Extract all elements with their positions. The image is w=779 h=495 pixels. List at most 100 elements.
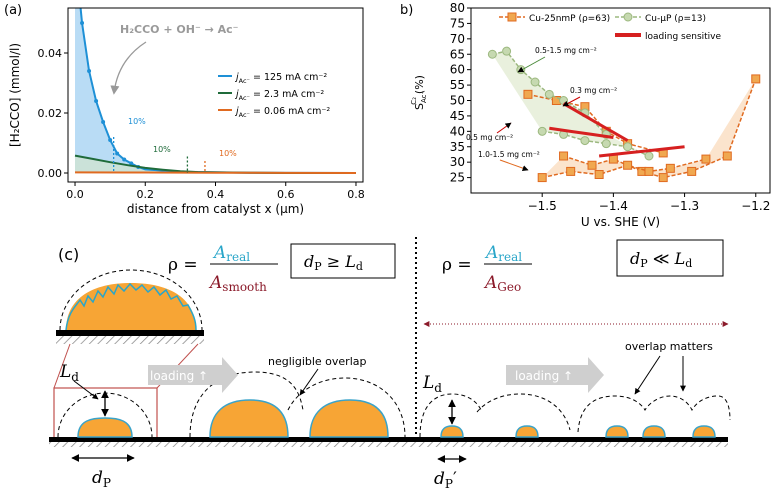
substrate-hatch: [49, 442, 728, 447]
ytick-label-b: 55: [450, 78, 465, 92]
dp-left: dP: [92, 468, 111, 490]
series-b-point: [559, 151, 569, 161]
series-b-point: [537, 126, 547, 136]
ytick-label-b: 45: [450, 109, 465, 123]
ytick-label-b: 35: [450, 140, 465, 154]
xtick-label-a: 0.4: [207, 188, 225, 201]
ytick-label-b: 25: [450, 171, 465, 185]
series-b-line-6: [549, 126, 614, 139]
series-a-fill-0: [75, 8, 356, 173]
series-b-line-2: [527, 93, 664, 154]
xtick-label-b: −1.5: [528, 199, 557, 213]
rho-geo-lhs: ρ =: [442, 255, 472, 275]
panel-a-legend: jAc⁻ = 125 mA cm⁻² jAc⁻ = 2.3 mA cm⁻² jAc⁻…: [218, 72, 330, 119]
rho-smooth-formula: ρ = Areal Asmooth: [168, 243, 278, 294]
loading-right-label: loading ↑: [515, 369, 573, 383]
xtick-label-b: −1.3: [670, 199, 699, 213]
overlap-matters: overlap matters: [625, 340, 713, 353]
legend-cump: Cu-μP (ρ=13): [645, 14, 706, 24]
rho-smooth-num: Areal: [212, 243, 250, 264]
series-b-point: [537, 173, 547, 183]
ld-left: Ld: [59, 362, 79, 384]
series-b-point: [544, 89, 554, 99]
ylabel-a: [H₂CCO] (mmol/l): [8, 43, 22, 147]
xtick-label-a: 0.2: [137, 188, 155, 201]
panel-b-label: b): [400, 3, 413, 18]
series-b-point: [701, 154, 711, 164]
loading-arrow-left: loading ↑: [148, 357, 238, 393]
cond-left: dP ≥ Ld: [304, 252, 363, 273]
series-b-point: [487, 49, 497, 59]
series-a-line-2: [75, 171, 356, 174]
ytick-label-b: 70: [450, 32, 465, 46]
rho-geo-formula: ρ = Areal AGeo: [442, 243, 532, 294]
panel-a-reaction: H₂CCO + OH⁻ → Ac⁻: [120, 23, 239, 36]
series-b-point: [623, 160, 633, 170]
pct-green: 10%: [153, 145, 171, 154]
series-a-point: [129, 161, 134, 166]
series-a-point: [87, 69, 92, 73]
loading-left-label: loading ↑: [150, 369, 208, 383]
legend-loading: loading sensitive: [645, 32, 721, 42]
ann-10-15: 1.0-1.5 mg cm⁻²: [478, 150, 540, 159]
legend-a-text: jAc⁻ = 0.06 mA cm⁻²: [234, 106, 330, 119]
series-b-line-5: [562, 102, 629, 142]
ytick-label-b: 30: [450, 155, 465, 169]
panel-b-legend: Cu-25nmP (ρ=63) Cu-μP (ρ=13) loading sen…: [499, 12, 721, 42]
series-a-point: [115, 151, 120, 156]
series-b-point: [530, 77, 540, 87]
series-b-point: [722, 151, 732, 161]
ytick-label-b: 65: [450, 47, 465, 61]
series-b-point: [608, 154, 618, 164]
series-b-point: [516, 65, 526, 75]
ytick-label-b: 40: [450, 124, 465, 138]
ann-03: 0.3 mg cm⁻²: [570, 86, 617, 95]
xtick-label-b: −1.4: [599, 199, 628, 213]
pct-orange: 10%: [219, 149, 237, 158]
xtick-label-a: 0.6: [277, 188, 295, 201]
plot-a: [74, 8, 356, 174]
series-b-point: [623, 142, 633, 152]
loading-arrow-right: loading ↑: [506, 357, 604, 393]
xlabel-b: U vs. SHE (V): [581, 215, 660, 229]
series-b-point: [587, 160, 597, 170]
series-b-point: [559, 96, 569, 105]
rho-smooth-lhs: ρ =: [168, 255, 198, 275]
pct-blue: 10%: [128, 117, 146, 126]
negligible-overlap: negligible overlap: [268, 355, 367, 368]
series-a-point: [101, 120, 106, 124]
panel-a-reaction-arrow: [110, 41, 147, 95]
series-b-point: [644, 166, 654, 176]
ann-05-15: 0.5-1.5 mg cm⁻²: [535, 46, 597, 55]
rho-geo-den: AGeo: [483, 273, 521, 294]
legend-a-text: jAc⁻ = 125 mA cm⁻²: [234, 72, 327, 85]
xtick-label-b: −1.2: [741, 199, 770, 213]
series-b-point: [523, 89, 533, 99]
envelope-cump: [492, 51, 649, 156]
ld-right: Ld: [422, 373, 442, 395]
legend-cu25: Cu-25nmP (ρ=63): [529, 14, 610, 24]
right-particles: [419, 393, 731, 438]
dp-right: dP′: [434, 469, 457, 491]
series-b-line-7: [598, 145, 685, 158]
series-b-point: [687, 166, 697, 176]
chart-a: 0.0 0.2 0.4 0.6 0.8 0.00 0.02 0.04 distance from…: [8, 7, 365, 216]
series-b-point: [751, 74, 761, 84]
series-a-point: [108, 138, 113, 142]
panel-b-ylabel: SAc⁻C₂(%): [410, 75, 428, 110]
series-b-point: [594, 170, 604, 179]
cond-right-box: [616, 239, 724, 277]
legend-a-text: jAc⁻ = 2.3 mA cm⁻²: [234, 89, 324, 102]
series-a-point: [94, 99, 99, 103]
ytick-label-a: 0.02: [38, 107, 63, 120]
series-a-point: [122, 157, 127, 162]
series-b-point: [665, 163, 675, 173]
rho-geo-num: Areal: [484, 243, 522, 264]
series-b-point: [502, 46, 512, 56]
envelope-cu25: [542, 78, 756, 178]
xtick-label-a: 0.8: [347, 188, 365, 201]
rho-smooth-den: Asmooth: [208, 273, 267, 294]
xtick-label-a: 0.0: [66, 188, 84, 201]
series-b-point: [601, 139, 611, 149]
